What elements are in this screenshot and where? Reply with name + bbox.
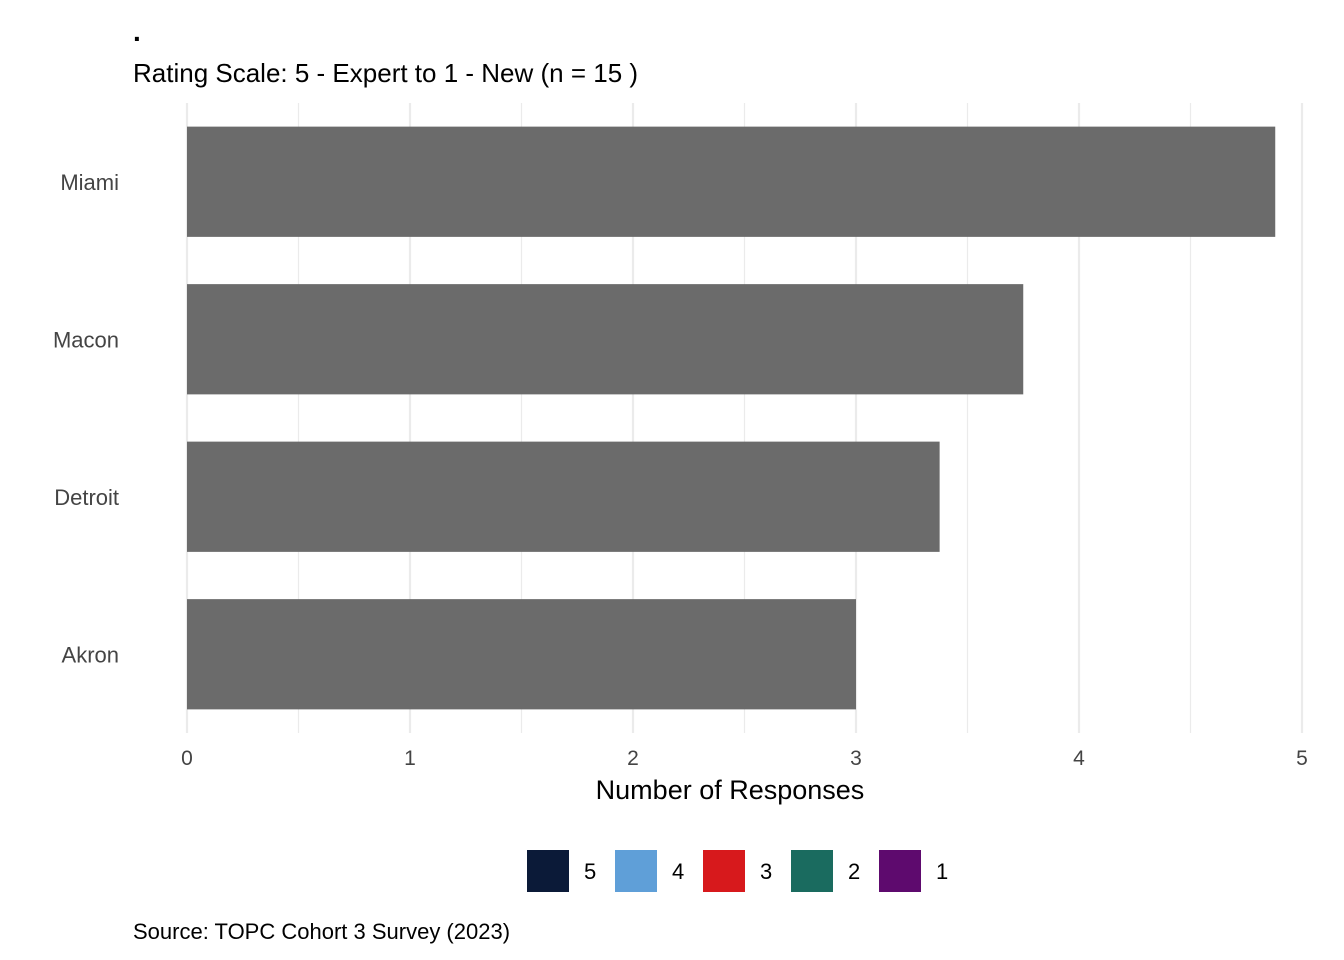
legend-key xyxy=(527,850,569,892)
legend-label: 2 xyxy=(848,859,860,884)
chart-subtitle: Rating Scale: 5 - Expert to 1 - New (n =… xyxy=(133,58,639,88)
x-axis-label: Number of Responses xyxy=(596,775,865,805)
y-tick-label: Macon xyxy=(53,327,119,352)
x-axis-tick-labels: 0 1 2 3 4 5 xyxy=(181,747,1308,770)
legend-key xyxy=(791,850,833,892)
y-tick-label: Akron xyxy=(62,642,119,667)
bar xyxy=(187,441,940,552)
x-tick-label: 1 xyxy=(404,747,416,770)
legend-label: 1 xyxy=(936,859,948,884)
x-tick-label: 0 xyxy=(181,747,193,770)
x-tick-label: 3 xyxy=(850,747,862,770)
legend-label: 3 xyxy=(760,859,772,884)
bar xyxy=(187,284,1024,395)
legend-key xyxy=(703,850,745,892)
x-tick-label: 5 xyxy=(1296,747,1308,770)
y-tick-label: Miami xyxy=(60,170,119,195)
y-tick-label: Detroit xyxy=(54,485,119,510)
legend-label: 4 xyxy=(672,859,684,884)
legend-key xyxy=(615,850,657,892)
bar xyxy=(187,599,856,710)
x-tick-label: 4 xyxy=(1073,747,1085,770)
y-axis-tick-labels: Miami Macon Detroit Akron xyxy=(53,170,119,668)
chart-caption: Source: TOPC Cohort 3 Survey (2023) xyxy=(133,919,511,944)
bar xyxy=(187,126,1276,237)
legend-label: 5 xyxy=(584,859,596,884)
x-tick-label: 2 xyxy=(627,747,639,770)
chart-title: . xyxy=(133,16,141,47)
legend: 5 4 3 2 1 xyxy=(527,850,948,892)
bars xyxy=(187,126,1276,710)
legend-key xyxy=(879,850,921,892)
